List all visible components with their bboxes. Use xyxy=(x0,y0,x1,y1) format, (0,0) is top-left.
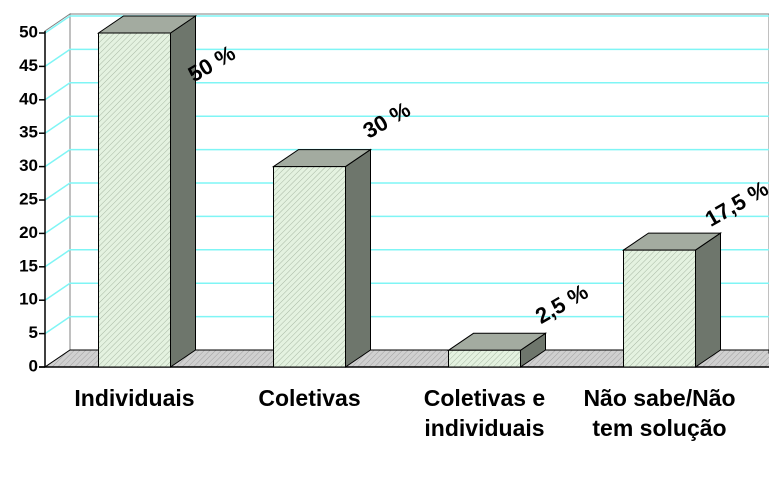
y-tick-label: 45 xyxy=(19,56,38,75)
bar xyxy=(621,232,723,368)
bar-front xyxy=(273,166,346,368)
grid-line xyxy=(44,48,769,68)
grid-line xyxy=(44,315,769,335)
bar xyxy=(96,15,198,368)
y-tick-label: 35 xyxy=(19,123,38,142)
bar-front xyxy=(448,349,521,368)
x-tick-label: Coletivas xyxy=(258,385,361,411)
y-tick-label: 25 xyxy=(19,189,38,208)
grid-line xyxy=(44,282,769,301)
x-tick-label: Individuais xyxy=(74,385,195,411)
bar-front xyxy=(623,249,696,368)
grid-line xyxy=(44,115,769,134)
bar xyxy=(446,332,548,368)
bar xyxy=(271,148,373,368)
grid-line xyxy=(44,182,769,201)
y-tick-label: 40 xyxy=(19,89,38,108)
y-tick-label: 15 xyxy=(19,256,38,275)
y-tick-label: 10 xyxy=(19,290,38,309)
y-tick-label: 20 xyxy=(19,223,38,242)
bar-side xyxy=(345,148,371,368)
grid-line xyxy=(44,82,769,101)
x-tick-label: Não sabe/Não tem solução xyxy=(583,385,736,441)
grid-line xyxy=(44,148,769,168)
y-tick-label: 5 xyxy=(29,323,38,342)
bar-side xyxy=(695,232,721,368)
y-tick-label: 30 xyxy=(19,156,38,175)
side-wall xyxy=(44,13,71,368)
y-tick-label: 0 xyxy=(29,356,38,375)
y-tick-label: 50 xyxy=(19,22,38,41)
bar-front xyxy=(98,32,171,368)
grid-line xyxy=(44,15,769,34)
grid-line xyxy=(44,215,769,235)
x-tick-label: Coletivas e individuais xyxy=(423,385,546,441)
grid-line xyxy=(44,249,769,268)
